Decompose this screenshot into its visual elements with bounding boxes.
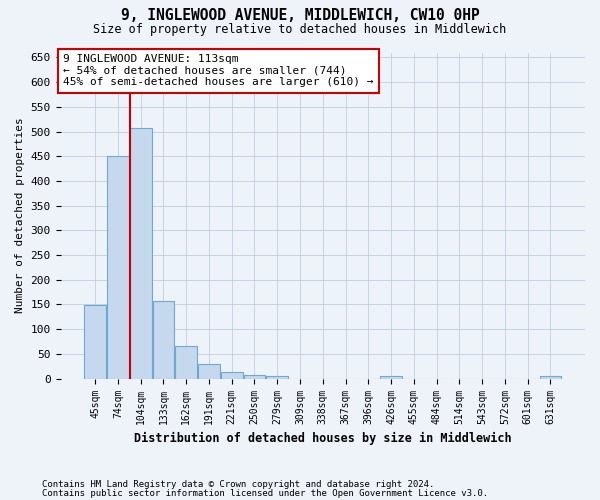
Text: Size of property relative to detached houses in Middlewich: Size of property relative to detached ho… — [94, 22, 506, 36]
Bar — [198, 364, 220, 378]
Bar — [175, 346, 197, 378]
Bar — [130, 128, 152, 378]
Bar — [85, 306, 106, 378]
X-axis label: Distribution of detached houses by size in Middlewich: Distribution of detached houses by size … — [134, 432, 512, 445]
Text: Contains public sector information licensed under the Open Government Licence v3: Contains public sector information licen… — [42, 488, 488, 498]
Bar — [244, 374, 265, 378]
Bar — [380, 376, 402, 378]
Bar — [152, 300, 174, 378]
Bar — [266, 376, 288, 378]
Text: Contains HM Land Registry data © Crown copyright and database right 2024.: Contains HM Land Registry data © Crown c… — [42, 480, 434, 489]
Bar — [539, 376, 561, 378]
Bar — [221, 372, 242, 378]
Text: 9, INGLEWOOD AVENUE, MIDDLEWICH, CW10 0HP: 9, INGLEWOOD AVENUE, MIDDLEWICH, CW10 0H… — [121, 8, 479, 22]
Y-axis label: Number of detached properties: Number of detached properties — [15, 118, 25, 314]
Text: 9 INGLEWOOD AVENUE: 113sqm
← 54% of detached houses are smaller (744)
45% of sem: 9 INGLEWOOD AVENUE: 113sqm ← 54% of deta… — [63, 54, 374, 88]
Bar — [107, 156, 129, 378]
